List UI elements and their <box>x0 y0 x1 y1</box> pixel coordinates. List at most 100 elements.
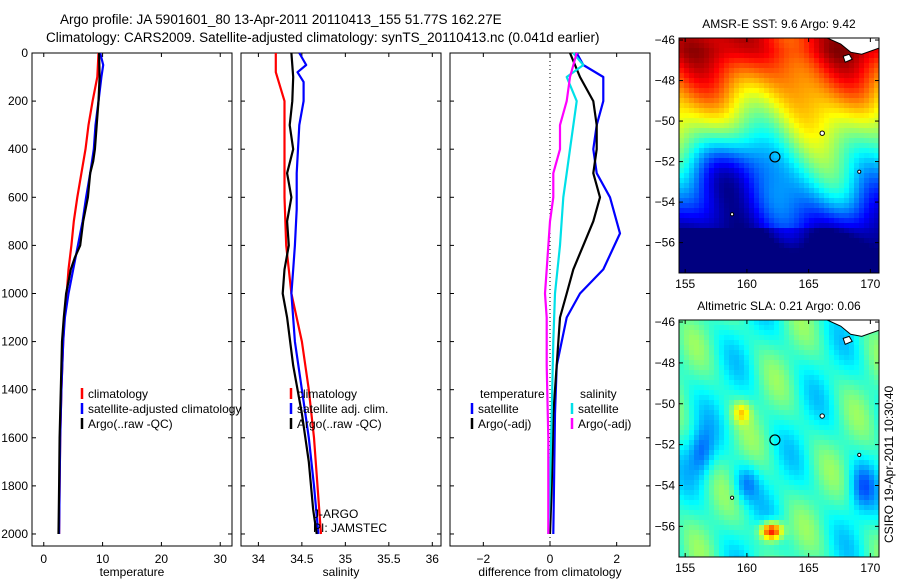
heatmap-cell <box>789 340 794 345</box>
heatmap-cell <box>769 248 774 253</box>
heatmap-cell <box>809 108 814 113</box>
heatmap-cell <box>869 63 874 68</box>
heatmap-cell <box>874 420 879 425</box>
heatmap-cell <box>809 330 814 335</box>
heatmap-cell <box>859 218 864 223</box>
heatmap-cell <box>689 258 694 263</box>
heatmap-cell <box>719 188 724 193</box>
heatmap-cell <box>749 470 754 475</box>
heatmap-cell <box>829 178 834 183</box>
heatmap-cell <box>779 460 784 465</box>
heatmap-cell <box>849 78 854 83</box>
heatmap-cell <box>844 390 849 395</box>
heatmap-cell <box>719 440 724 445</box>
heatmap-cell <box>774 143 779 148</box>
heatmap-cell <box>859 360 864 365</box>
heatmap-cell <box>874 530 879 535</box>
heatmap-cells <box>679 320 879 557</box>
heatmap-cell <box>839 480 844 485</box>
heatmap-cell <box>729 258 734 263</box>
heatmap-cell <box>744 405 749 410</box>
heatmap-cell <box>714 400 719 405</box>
heatmap-cell <box>784 435 789 440</box>
heatmap-cell <box>814 380 819 385</box>
heatmap-cell <box>799 193 804 198</box>
heatmap-cell <box>694 385 699 390</box>
heatmap-cell <box>679 370 684 375</box>
heatmap-cell <box>789 325 794 330</box>
heatmap-cell <box>709 178 714 183</box>
heatmap-cell <box>834 535 839 540</box>
heatmap-cell <box>734 485 739 490</box>
heatmap-cell <box>744 238 749 243</box>
heatmap-cell <box>804 253 809 258</box>
heatmap-cell <box>824 370 829 375</box>
heatmap-cell <box>744 258 749 263</box>
heatmap-cell <box>859 208 864 213</box>
heatmap-cell <box>739 355 744 360</box>
heatmap-cell <box>869 188 874 193</box>
heatmap-cell <box>684 465 689 470</box>
heatmap-cell <box>739 530 744 535</box>
heatmap-cell <box>684 178 689 183</box>
heatmap-cell <box>864 53 869 58</box>
legend-label: satellite <box>578 402 619 416</box>
heatmap-cell <box>689 480 694 485</box>
heatmap-cell <box>704 238 709 243</box>
heatmap-cell <box>794 460 799 465</box>
heatmap-cell <box>849 53 854 58</box>
heatmap-cell <box>869 500 874 505</box>
heatmap-cell <box>809 73 814 78</box>
heatmap-cell <box>779 550 784 555</box>
heatmap-cell <box>694 253 699 258</box>
heatmap-cell <box>744 395 749 400</box>
heatmap-cell <box>774 350 779 355</box>
heatmap-cell <box>824 380 829 385</box>
heatmap-cell <box>854 470 859 475</box>
heatmap-cell <box>694 345 699 350</box>
heatmap-cell <box>834 350 839 355</box>
heatmap-cell <box>729 505 734 510</box>
heatmap-cell <box>794 248 799 253</box>
heatmap-cell <box>714 48 719 53</box>
heatmap-cell <box>799 395 804 400</box>
heatmap-cell <box>724 555 729 557</box>
heatmap-cell <box>749 400 754 405</box>
heatmap-cell <box>759 203 764 208</box>
heatmap-cell <box>719 233 724 238</box>
heatmap-cell <box>864 198 869 203</box>
heatmap-cell <box>859 550 864 555</box>
heatmap-cell <box>869 213 874 218</box>
heatmap-cell <box>754 365 759 370</box>
heatmap-cell <box>769 203 774 208</box>
heatmap-cell <box>784 128 789 133</box>
heatmap-cell <box>864 425 869 430</box>
heatmap-cell <box>814 415 819 420</box>
heatmap-cell <box>754 103 759 108</box>
heatmap-cell <box>714 525 719 530</box>
heatmap-cell <box>764 490 769 495</box>
heatmap-cell <box>829 263 834 268</box>
heatmap-cell <box>714 530 719 535</box>
heatmap-cell <box>779 480 784 485</box>
heatmap-cell <box>729 460 734 465</box>
heatmap-cell <box>864 430 869 435</box>
heatmap-cell <box>754 425 759 430</box>
heatmap-cell <box>874 228 879 233</box>
heatmap-cell <box>694 540 699 545</box>
heatmap-cell <box>694 350 699 355</box>
heatmap-cell <box>799 158 804 163</box>
heatmap-cell <box>764 415 769 420</box>
heatmap-cell <box>844 455 849 460</box>
heatmap-cell <box>754 243 759 248</box>
heatmap-cell <box>869 440 874 445</box>
heatmap-cell <box>804 228 809 233</box>
heatmap-cell <box>839 223 844 228</box>
heatmap-cell <box>834 258 839 263</box>
heatmap-cell <box>729 63 734 68</box>
heatmap-cell <box>854 480 859 485</box>
heatmap-cell <box>769 335 774 340</box>
heatmap-cell <box>789 128 794 133</box>
heatmap-cell <box>689 163 694 168</box>
heatmap-cell <box>804 525 809 530</box>
